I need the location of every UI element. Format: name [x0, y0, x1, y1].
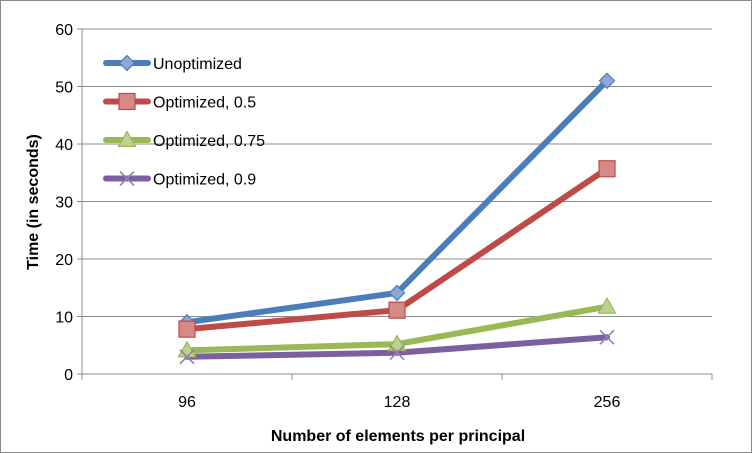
legend-label-optimized-0-5: Optimized, 0.5 — [153, 95, 256, 112]
data-point-optimized-0-5 — [598, 160, 616, 178]
data-point-optimized-0-9 — [389, 345, 405, 361]
x-tick-label: 128 — [384, 394, 411, 411]
data-point-unoptimized — [388, 284, 406, 302]
y-tick-label: 10 — [55, 310, 73, 327]
data-point-optimized-0-9 — [599, 329, 615, 345]
y-tick-label: 40 — [55, 137, 73, 154]
x-tick-label: 96 — [178, 394, 196, 411]
series-markers — [177, 72, 617, 365]
y-tick-label: 50 — [55, 80, 73, 97]
y-tick-label: 0 — [64, 367, 73, 384]
legend-label-optimized-0-9: Optimized, 0.9 — [153, 172, 256, 189]
y-axis-title: Time (in seconds) — [25, 134, 42, 270]
y-tick-labels: 0 10 20 30 40 50 60 — [55, 22, 73, 384]
x-tick-label: 256 — [594, 394, 621, 411]
legend-label-optimized-0-75: Optimized, 0.75 — [153, 133, 265, 150]
data-point-optimized-0-75 — [387, 334, 407, 352]
legend-marker-unoptimized — [118, 54, 136, 72]
x-tick-labels: 96 128 256 — [178, 394, 620, 411]
data-point-optimized-0-9 — [179, 349, 195, 365]
legend-marker-optimized-0-75 — [117, 130, 137, 147]
legend: Unoptimized Optimized, 0.5 Optimized, 0.75… — [103, 54, 265, 189]
axes — [77, 28, 713, 380]
data-point-optimized-0-5 — [178, 320, 196, 338]
data-point-optimized-0-75 — [597, 297, 617, 314]
legend-label-unoptimized: Unoptimized — [153, 56, 242, 73]
data-point-optimized-0-5 — [388, 301, 406, 319]
legend-marker-optimized-0-9 — [119, 170, 135, 187]
x-axis-title: Number of elements per principal — [271, 428, 525, 445]
y-tick-label: 30 — [55, 195, 73, 212]
legend-marker-optimized-0-5 — [118, 92, 136, 111]
data-point-unoptimized — [598, 72, 616, 90]
y-tick-label: 60 — [55, 22, 73, 39]
y-tick-label: 20 — [55, 252, 73, 269]
